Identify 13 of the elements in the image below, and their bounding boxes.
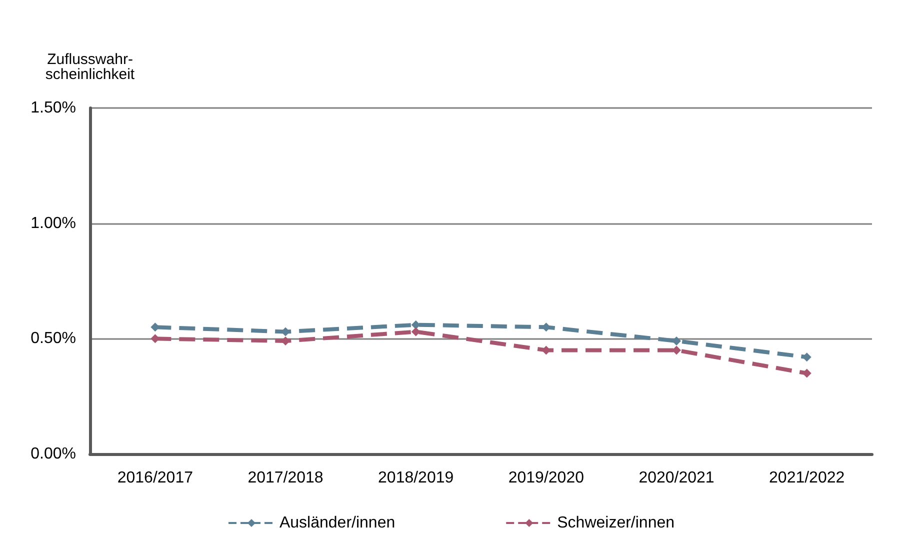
x-tick-label: 2019/2020 — [508, 470, 584, 486]
x-tick-label: 2020/2021 — [638, 470, 714, 486]
x-tick-label: 2018/2019 — [378, 470, 454, 486]
y-tick-label: 1.50% — [30, 100, 76, 116]
legend-label: Ausländer/innen — [279, 514, 396, 532]
y-tick-label: 0.00% — [30, 446, 76, 462]
x-tick-label: 2017/2018 — [248, 470, 324, 486]
x-tick-label: 2016/2017 — [117, 470, 194, 486]
legend-label: Schweizer/innen — [557, 514, 675, 532]
x-tick-label: 2021/2022 — [769, 470, 845, 486]
y-axis-title: Zuflusswahr- scheinlichkeit — [45, 51, 136, 83]
y-tick-label: 1.00% — [30, 214, 76, 232]
y-tick-label: 0.50% — [30, 330, 76, 348]
